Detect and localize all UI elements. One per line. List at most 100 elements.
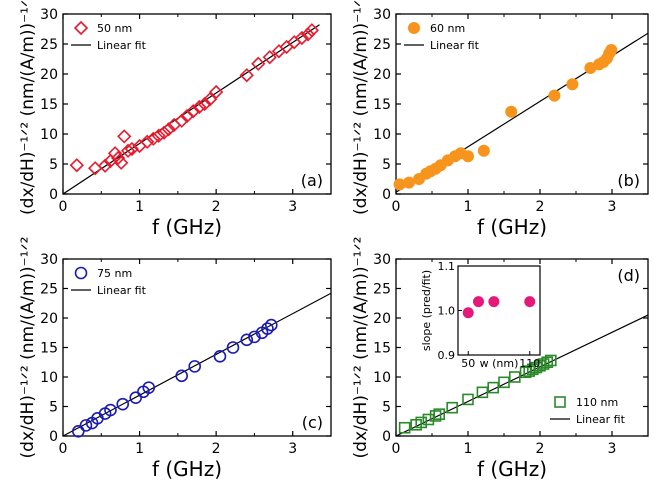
data-point — [188, 360, 202, 373]
inset-data-point — [473, 296, 484, 308]
y-tick-label: 20 — [373, 67, 391, 83]
y-tick-label: 30 — [40, 252, 58, 268]
data-point — [140, 134, 155, 149]
y-tick-label: 25 — [40, 282, 58, 298]
data-point — [541, 356, 554, 369]
y-tick-label: 5 — [382, 157, 391, 173]
inset-data-point — [462, 307, 474, 319]
inset-y-tick-label: 1.1 — [438, 260, 456, 273]
legend-data-label: 60 nm — [430, 22, 465, 35]
data-point — [226, 341, 240, 354]
data-point — [107, 146, 123, 161]
y-tick-label: 5 — [49, 157, 58, 173]
data-point — [209, 84, 224, 100]
y-tick-label: 15 — [40, 341, 58, 357]
data-point — [104, 403, 117, 417]
legend-fit-label: Linear fit — [97, 284, 147, 297]
legend-marker — [554, 396, 566, 408]
panel-label: (b) — [617, 171, 640, 190]
data-point — [261, 322, 274, 335]
data-point — [156, 125, 172, 140]
y-tick-label: 10 — [40, 127, 58, 143]
data-point — [544, 354, 557, 367]
y-tick-label: 10 — [40, 370, 58, 386]
y-tick-label: 5 — [382, 400, 391, 416]
data-point — [116, 397, 130, 411]
data-point — [264, 318, 278, 332]
data-point — [240, 333, 254, 347]
data-point — [519, 366, 532, 379]
inset-x-tick-label: 50 — [461, 357, 475, 370]
fit-line — [63, 292, 331, 436]
y-tick-label: 0 — [49, 429, 58, 445]
y-tick-label: 25 — [373, 37, 391, 53]
y-tick-label: 15 — [373, 97, 391, 113]
inset-data-point — [488, 296, 500, 308]
data-point — [124, 141, 140, 157]
legend-marker — [74, 266, 88, 280]
x-tick-label: 0 — [59, 441, 68, 457]
data-point — [446, 401, 458, 414]
x-tick-label: 1 — [135, 199, 144, 215]
data-point — [605, 44, 618, 56]
y-tick-label: 30 — [373, 7, 391, 23]
y-tick-label: 15 — [373, 341, 391, 357]
x-tick-label: 0 — [59, 199, 68, 215]
x-tick-label: 2 — [212, 441, 221, 457]
x-axis-label: f (GHz) — [477, 457, 547, 481]
legend-fit-label: Linear fit — [97, 39, 147, 52]
data-point — [566, 78, 579, 91]
x-tick-label: 2 — [212, 199, 221, 215]
y-tick-label: 30 — [40, 7, 58, 23]
data-point — [505, 105, 518, 118]
panel-label: (a) — [301, 171, 323, 190]
inset-data-point — [524, 296, 536, 308]
legend-data-label: 50 nm — [97, 22, 132, 35]
data-point — [197, 96, 212, 112]
y-tick-label: 25 — [373, 282, 391, 298]
data-point — [294, 30, 310, 46]
panel-label: (c) — [302, 413, 323, 432]
x-tick-label: 1 — [464, 441, 473, 457]
inset-y-tick-label: 0.9 — [438, 349, 456, 362]
data-point — [239, 68, 254, 83]
inset-x-axis-label: w (nm) — [480, 357, 519, 370]
data-point — [79, 419, 93, 432]
legend-fit-label: Linear fit — [430, 39, 480, 52]
inset-y-axis-label: slope (pred/fit) — [420, 270, 433, 351]
y-axis-label: (dx/dH)⁻¹ᐟ² (nm/(A/m))⁻¹ᐟ² — [351, 0, 371, 215]
data-point — [304, 23, 319, 38]
legend-data-label: 75 nm — [97, 267, 132, 280]
x-tick-label: 3 — [288, 441, 297, 457]
data-point — [251, 56, 266, 71]
data-point — [161, 122, 176, 137]
y-tick-label: 25 — [40, 37, 58, 53]
legend-data-label: 110 nm — [576, 396, 618, 409]
y-axis-label: (dx/dH)⁻¹ᐟ² (nm/(A/m))⁻¹ᐟ² — [18, 237, 38, 459]
inset-x-tick-label: 110 — [519, 357, 540, 370]
data-point — [462, 150, 474, 163]
data-point — [69, 158, 84, 173]
data-point — [462, 393, 474, 406]
data-point — [186, 104, 201, 119]
legend-marker — [408, 22, 420, 34]
y-tick-label: 0 — [382, 187, 391, 203]
data-point — [97, 158, 113, 173]
fit-line — [63, 24, 320, 194]
x-tick-label: 2 — [536, 199, 545, 215]
x-tick-label: 0 — [392, 199, 401, 215]
x-tick-label: 1 — [135, 441, 144, 457]
y-tick-label: 20 — [373, 311, 391, 327]
x-tick-label: 3 — [608, 199, 617, 215]
panel-label: (d) — [617, 266, 640, 285]
data-point — [175, 369, 188, 383]
y-tick-label: 20 — [40, 311, 58, 327]
data-point — [300, 27, 316, 42]
data-point — [111, 150, 126, 166]
fit-line — [396, 314, 648, 436]
data-point — [537, 358, 550, 370]
x-tick-label: 3 — [608, 441, 617, 457]
data-point — [213, 350, 227, 363]
